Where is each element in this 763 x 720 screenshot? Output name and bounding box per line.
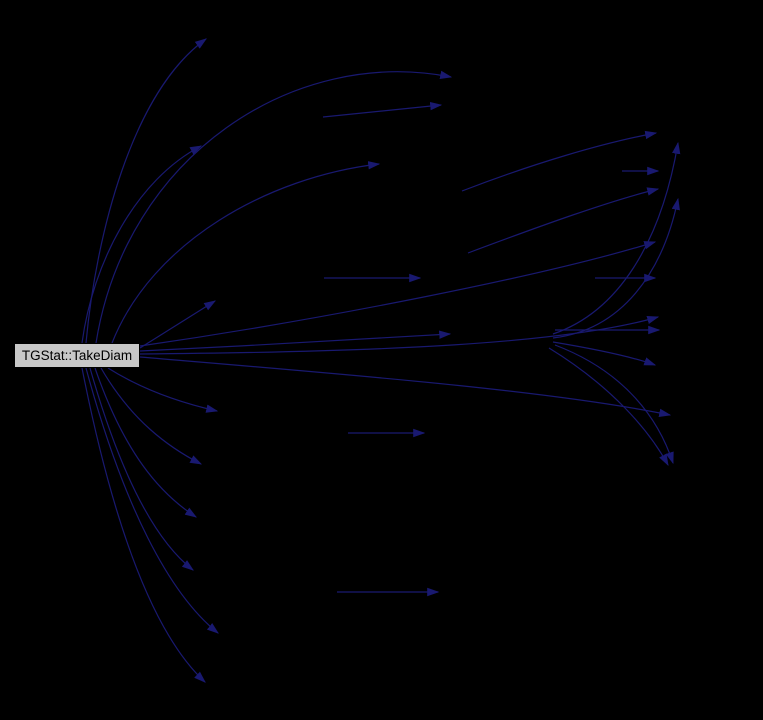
edge-arrow	[139, 356, 672, 417]
edge-arrow	[139, 330, 452, 352]
node-label: TGStat::TakeDiam	[22, 348, 132, 363]
node-box	[14, 343, 140, 368]
edges-group	[81, 38, 681, 683]
edge-arrow	[107, 367, 219, 413]
edge-arrow	[139, 241, 657, 347]
edge-arrow	[95, 70, 453, 344]
edge-arrow	[548, 347, 669, 467]
edge-arrow	[461, 130, 658, 192]
edge-arrow	[322, 101, 443, 118]
edge-arrow	[89, 367, 194, 571]
edge-arrow	[552, 341, 657, 366]
edge-arrow	[94, 367, 198, 518]
edge-arrow	[111, 161, 381, 344]
edge-arrow	[139, 315, 660, 355]
edge-arrow	[467, 187, 660, 254]
edge-arrow	[100, 367, 203, 465]
edge-arrow	[552, 141, 681, 335]
edge-arrow	[552, 197, 680, 339]
edge-arrow	[81, 145, 203, 344]
edge-arrow	[139, 300, 217, 349]
edge-arrow	[85, 367, 219, 634]
edge-arrow	[81, 367, 206, 683]
node-tgstat-takediam: TGStat::TakeDiam	[14, 343, 140, 368]
edge-arrow	[554, 344, 674, 465]
